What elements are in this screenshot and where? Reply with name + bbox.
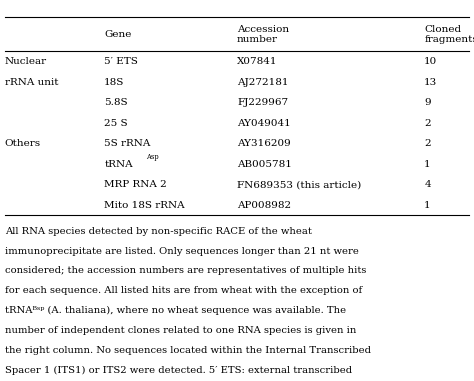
Text: Mito 18S rRNA: Mito 18S rRNA [104, 200, 185, 210]
Text: Others: Others [5, 139, 41, 148]
Text: number of independent clones related to one RNA species is given in: number of independent clones related to … [5, 326, 356, 335]
Text: AP008982: AP008982 [237, 200, 291, 210]
Text: 2: 2 [424, 139, 431, 148]
Text: rRNA unit: rRNA unit [5, 78, 58, 86]
Text: Nuclear: Nuclear [5, 57, 47, 66]
Text: Gene: Gene [104, 30, 132, 39]
Text: Accession
number: Accession number [237, 25, 289, 44]
Text: 2: 2 [424, 118, 431, 128]
Text: AJ272181: AJ272181 [237, 78, 289, 86]
Text: for each sequence. All listed hits are from wheat with the exception of: for each sequence. All listed hits are f… [5, 286, 362, 295]
Text: 18S: 18S [104, 78, 125, 86]
Text: 5S rRNA: 5S rRNA [104, 139, 151, 148]
Text: All RNA species detected by non-specific RACE of the wheat: All RNA species detected by non-specific… [5, 227, 311, 236]
Text: considered; the accession numbers are representatives of multiple hits: considered; the accession numbers are re… [5, 266, 366, 275]
Text: 5′ ETS: 5′ ETS [104, 57, 138, 66]
Text: 5.8S: 5.8S [104, 98, 128, 107]
Text: tRNA: tRNA [104, 160, 133, 168]
Text: AY049041: AY049041 [237, 118, 291, 128]
Text: Cloned
fragments: Cloned fragments [424, 25, 474, 44]
Text: FJ229967: FJ229967 [237, 98, 288, 107]
Text: 25 S: 25 S [104, 118, 128, 128]
Text: tRNAᴮˢᵖ (A. thaliana), where no wheat sequence was available. The: tRNAᴮˢᵖ (A. thaliana), where no wheat se… [5, 306, 346, 315]
Text: AY316209: AY316209 [237, 139, 291, 148]
Text: 4: 4 [424, 180, 431, 189]
Text: immunoprecipitate are listed. Only sequences longer than 21 nt were: immunoprecipitate are listed. Only seque… [5, 247, 359, 256]
Text: the right column. No sequences located within the Internal Transcribed: the right column. No sequences located w… [5, 346, 371, 355]
Text: 13: 13 [424, 78, 438, 86]
Text: 1: 1 [424, 160, 431, 168]
Text: AB005781: AB005781 [237, 160, 292, 168]
Text: X07841: X07841 [237, 57, 277, 66]
Text: MRP RNA 2: MRP RNA 2 [104, 180, 167, 189]
Text: Spacer 1 (ITS1) or ITS2 were detected. 5′ ETS: external transcribed: Spacer 1 (ITS1) or ITS2 were detected. 5… [5, 365, 352, 375]
Text: 10: 10 [424, 57, 438, 66]
Text: 9: 9 [424, 98, 431, 107]
Text: 1: 1 [424, 200, 431, 210]
Text: FN689353 (this article): FN689353 (this article) [237, 180, 361, 189]
Text: Asp: Asp [146, 153, 159, 161]
